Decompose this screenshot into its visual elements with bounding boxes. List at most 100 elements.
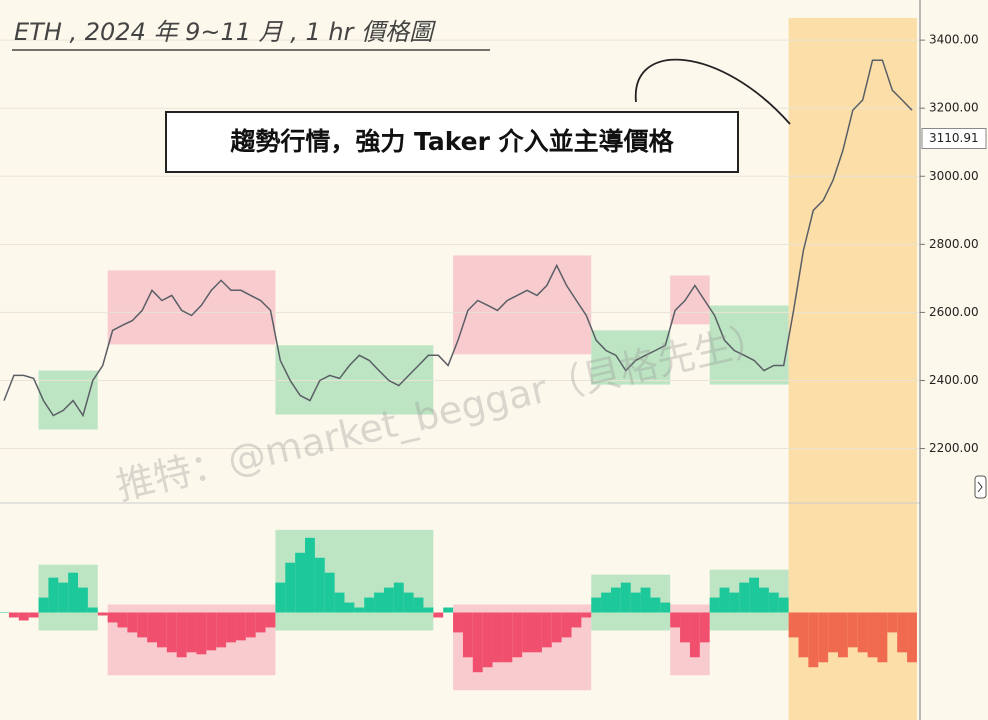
scroll-icon: [977, 481, 983, 493]
delta-bar: [156, 612, 167, 648]
delta-bar: [324, 572, 335, 613]
y-tick-label: 3000.00: [929, 169, 979, 183]
delta-bar: [334, 592, 345, 613]
delta-bar: [561, 612, 572, 638]
price-region: [591, 330, 671, 385]
delta-bar: [354, 607, 365, 613]
y-tick-label: 2600.00: [929, 305, 979, 319]
delta-bar: [383, 587, 394, 613]
delta-bar: [87, 607, 98, 613]
delta-bar: [709, 597, 720, 613]
y-tick-label: 3400.00: [929, 33, 979, 47]
price-region: [275, 345, 434, 415]
delta-bar: [610, 587, 621, 613]
delta-bar: [68, 572, 79, 613]
y-tick-label: 2800.00: [929, 237, 979, 251]
delta-bar: [719, 587, 730, 613]
delta-bar: [226, 612, 236, 643]
delta-bar: [206, 612, 217, 651]
delta-bar: [28, 612, 39, 618]
delta-bar: [97, 612, 108, 616]
delta-bar: [759, 587, 769, 613]
delta-bar: [660, 602, 671, 613]
delta-bar: [265, 612, 276, 628]
delta-bar: [502, 612, 513, 663]
delta-bar: [78, 587, 88, 613]
delta-bar: [137, 612, 148, 638]
delta-bar: [778, 597, 789, 613]
delta-bar: [48, 577, 59, 613]
delta-bar: [364, 597, 375, 613]
price-region: [453, 255, 592, 355]
delta-bar: [147, 612, 157, 643]
delta-bar: [433, 612, 444, 618]
delta-bar: [837, 612, 848, 658]
delta-bar: [650, 597, 661, 613]
delta-bar: [828, 612, 838, 653]
delta-bar: [8, 612, 19, 618]
trend-region: [788, 18, 917, 720]
price-region: [709, 305, 789, 385]
delta-bar: [689, 612, 700, 658]
delta-bar: [808, 612, 819, 668]
price-line: [3, 59, 913, 418]
current-price-label: 3110.91: [929, 131, 979, 145]
delta-bar: [453, 612, 463, 633]
delta-bar: [216, 612, 227, 648]
delta-bar: [423, 607, 434, 613]
delta-bar: [887, 612, 898, 633]
delta-bar: [788, 612, 799, 638]
price-region: [670, 275, 710, 325]
delta-bar: [601, 592, 611, 613]
delta-bar: [670, 612, 681, 628]
delta-bar: [699, 612, 710, 643]
delta-bar: [798, 612, 809, 658]
delta-bar: [107, 612, 118, 623]
delta-bar: [462, 612, 473, 658]
delta-bar: [532, 612, 542, 653]
delta-bar: [186, 612, 197, 653]
scroll-button[interactable]: [974, 475, 987, 499]
delta-bar: [492, 612, 503, 663]
delta-bar: [166, 612, 177, 653]
delta-bar: [255, 612, 266, 633]
delta-bar: [680, 612, 690, 643]
delta-bar: [235, 612, 246, 641]
delta-bar: [18, 612, 29, 621]
arrow: [635, 58, 791, 125]
annotation: 趨勢行情，強力 Taker 介入並主導價格: [229, 127, 674, 156]
delta-bar: [749, 577, 760, 613]
current-price-box: [921, 128, 987, 150]
delta-bar: [729, 592, 740, 613]
delta-bar: [344, 602, 355, 613]
delta-bar: [591, 597, 602, 613]
y-tick-label: 2200.00: [929, 441, 979, 455]
delta-bar: [374, 592, 384, 613]
delta-bar: [482, 612, 493, 668]
delta-bar: [295, 552, 306, 613]
delta-bar: [127, 612, 138, 633]
annotation-box: [165, 111, 739, 173]
price-region: [38, 370, 98, 430]
delta-bar: [413, 597, 424, 613]
y-tick-label: 2400.00: [929, 373, 979, 387]
delta-bar: [285, 562, 296, 613]
price-region: [107, 270, 276, 345]
delta-bar: [117, 612, 128, 628]
delta-bar: [768, 592, 779, 613]
delta-bar: [176, 612, 187, 658]
delta-bar: [551, 612, 562, 643]
delta-bar: [275, 582, 286, 613]
delta-bar: [581, 612, 592, 618]
delta-bar: [245, 612, 256, 638]
delta-bar: [847, 612, 858, 648]
delta-bar: [58, 582, 69, 613]
delta-bar: [571, 612, 582, 628]
delta-bar: [522, 612, 533, 653]
delta-bar: [38, 597, 49, 613]
delta-bar: [0, 612, 9, 613]
title: ETH , 2024 年 9~11 月 , 1 hr 價格圖: [14, 18, 436, 46]
delta-bar: [472, 612, 483, 673]
delta-bar: [620, 582, 631, 613]
